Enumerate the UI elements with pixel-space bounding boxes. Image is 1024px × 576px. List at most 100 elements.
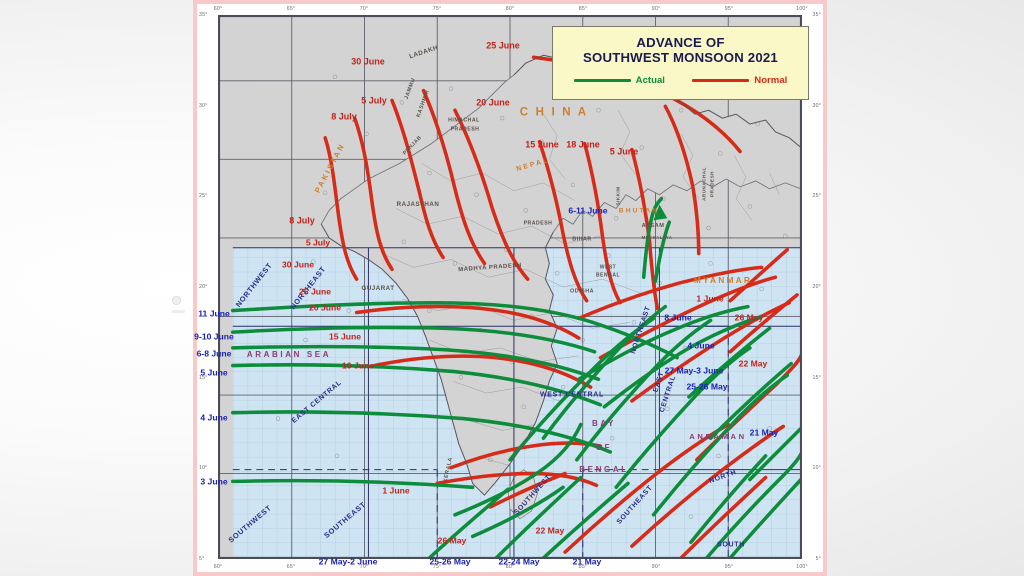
isochrone-date-label: 4 June [200,412,228,423]
map-frame: 60° 60° 65° 65° 70° 70° 75° 75° 80° 80° 85° 85° 90° 9… [193,0,827,576]
isochrone-date-label: 21 May [749,427,779,438]
isochrone-date-label: 21 May [572,556,602,567]
longitude-label: 100° [796,6,808,12]
longitude-label: 90° [651,6,661,12]
geo-label-state: RAJASTHAN [396,200,440,208]
legend-item-normal: Normal [692,75,787,86]
isochrone-date-label: 3 June [200,476,228,487]
latitude-label: 5° [815,556,821,562]
isochrone-date-label: 25-26 May [686,381,728,392]
latitude-label: 5° [199,556,205,562]
geo-label-state: GUJARAT [361,284,395,292]
geo-label-sea: ARABIAN SEA [246,350,332,359]
longitude-label: 95° [724,6,734,12]
isochrone-date-label: 6-8 June [196,348,232,359]
geo-label-state: ODISHA [570,288,594,295]
isochrone-date-label: 20 June [476,97,510,108]
isochrone-date-label: 5 July [361,95,387,106]
isochrone-date-label: 25 June [298,286,332,297]
geo-label-state: BENGAL [595,272,621,279]
geo-label-state: PRADESH [709,171,715,197]
legend-normal-label: Normal [754,74,788,86]
longitude-label: 65° [286,564,296,570]
isochrone-date-label: 4 June [687,340,715,351]
isochrone-date-label: 11 June [198,308,230,319]
latitude-label: 30° [812,102,821,109]
geo-label-country: BHUTAN [618,207,660,215]
latitude-label: 30° [199,102,208,109]
isochrone-date-label: 20 June [308,302,342,313]
legend-actual-label: Actual [635,74,665,86]
latitude-label: 15° [199,374,208,381]
geo-label-state: MEGHALAYA [641,234,673,240]
longitude-label: 60° [213,6,223,12]
geo-label-country: MYANMAR [693,274,753,285]
geo-label-sea: BAY [592,419,616,428]
longitude-label: 60° [213,564,223,570]
geo-label-sea: ANDAMAN [689,432,747,442]
map-plate [218,15,802,559]
isochrone-date-label: 30 June [281,259,315,270]
isochrone-date-label: 26 May [734,312,764,323]
map-paper: 60° 60° 65° 65° 70° 70° 75° 75° 80° 80° 85° 85° 90° 9… [194,4,823,572]
isochrone-date-label: 6-11 June [568,205,608,216]
latitude-label: 10° [199,465,208,472]
latitude-label: 10° [812,465,821,472]
isochrone-date-label: 30 June [351,56,385,67]
longitude-label: 80° [505,564,515,570]
geo-label-state: HIMACHAL [448,117,480,124]
geo-label-country: C H I N A [519,106,589,119]
legend-item-actual: Actual [573,74,665,86]
latitude-label: 35° [199,12,208,18]
geo-label-sea: BENGAL [579,465,629,474]
latitude-label: 15° [812,374,821,381]
longitude-label: 70° [359,564,369,570]
map-svg [219,16,801,558]
longitude-label: 80° [505,6,515,12]
isochrone-date-label: 27 May-2 June [318,556,378,567]
isochrone-date-label: 5 July [305,237,331,248]
latitude-label: 25° [199,193,208,200]
geo-label-state: ASSAM [641,223,665,230]
watermark-bar-icon [172,310,185,313]
isochrone-date-label: 22 May [535,525,565,536]
latitude-label: 25° [812,193,821,200]
legend-normal-line-icon [692,78,750,82]
isochrone-date-label: 9-10 June [194,331,234,342]
isochrone-date-label: 18 June [566,139,600,150]
isochrone-date-label: 15 June [328,331,362,342]
legend: Actual Normal [553,75,808,86]
title-line-1: ADVANCE OF [636,35,725,50]
geo-label-state: PRADESH [450,126,480,133]
isochrone-date-label: 22-24 May [498,556,540,567]
isochrone-date-label: 10 June [341,360,375,371]
legend-actual-line-icon [573,78,631,82]
isochrone-date-label: 25-26 May [429,556,471,567]
isochrone-date-label: 5 June [200,367,228,378]
geo-label-state: BIHAR [572,236,592,243]
latitude-label: 20° [812,284,821,290]
latitude-label: 35° [812,12,821,18]
latitude-label: 20° [199,284,208,290]
geo-label-state: SIKKIM [615,186,621,206]
longitude-label: 85° [578,564,588,570]
isochrone-date-label: 15 June [525,139,559,150]
watermark-ring-icon [172,296,181,305]
isochrone-date-label: 1 June [696,293,724,304]
longitude-label: 75° [432,564,442,570]
isochrone-date-label: 25 June [486,40,520,51]
isochrone-date-label: 8 June [664,312,692,323]
geo-label-sea: OF [595,443,613,452]
geo-label-state: WEST [599,264,617,271]
title-line-2: SOUTHWEST MONSOON 2021 [583,50,778,66]
longitude-label: 95° [724,564,734,570]
longitude-label: 75° [432,6,442,12]
isochrone-date-label: 1 June [382,485,410,496]
isochrone-date-label: 26 May [437,535,467,546]
longitude-label: 70° [359,6,369,12]
isochrone-date-label: 8 July [331,111,357,122]
geo-label-state: PRADESH [523,220,553,227]
geo-label-state: ARUNACHAL [701,167,707,201]
watermark-artifact [172,296,185,313]
